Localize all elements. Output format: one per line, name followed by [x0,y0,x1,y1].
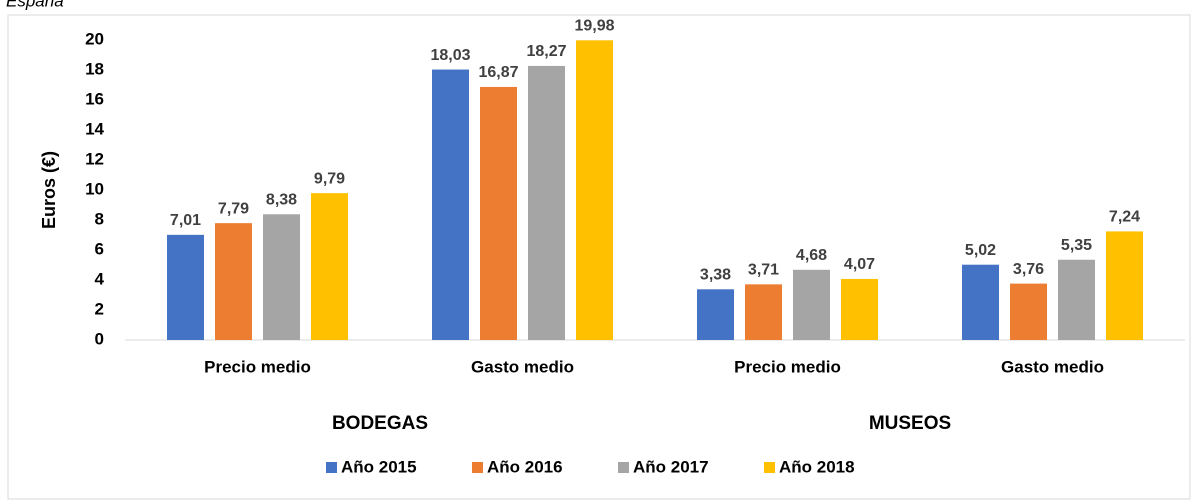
legend-label: Año 2018 [779,457,855,476]
y-tick-label: 8 [95,209,104,228]
bar [528,65,565,340]
bar [1010,283,1047,340]
value-label: 3,76 [1013,261,1044,278]
value-label: 7,24 [1109,209,1140,226]
value-label: 8,38 [266,192,297,209]
value-label: 4,68 [796,247,827,264]
y-axis-label: Euros (€) [39,151,59,229]
value-label: 4,07 [844,256,875,273]
x-tick-label: Precio medio [204,357,311,376]
bar [311,193,348,340]
bar [432,69,469,341]
y-tick-label: 16 [85,89,104,108]
bar [793,269,830,340]
value-label: 18,03 [430,47,470,64]
value-label: 7,01 [170,212,201,229]
legend-label: Año 2017 [633,457,709,476]
bar [745,284,782,340]
y-tick-label: 4 [95,269,105,288]
legend-swatch [326,462,337,473]
y-tick-label: 6 [95,239,104,258]
bar [480,86,517,340]
bar [1106,231,1143,340]
y-tick-label: 18 [85,59,104,78]
value-label: 18,27 [526,43,566,60]
category-group-label: MUSEOS [869,413,951,434]
value-label: 19,98 [574,18,614,35]
bar [962,264,999,340]
value-label: 9,79 [314,170,345,187]
value-label: 3,38 [700,267,731,284]
bar [263,214,300,340]
y-tick-label: 12 [85,149,104,168]
bar [841,278,878,340]
y-tick-label: 14 [85,119,104,138]
legend-label: Año 2016 [487,457,563,476]
value-label: 16,87 [478,64,518,81]
legend-swatch [764,462,775,473]
chart-title: España [6,0,64,10]
category-group-label: BODEGAS [332,413,428,434]
x-tick-label: Precio medio [734,357,841,376]
legend-swatch [618,462,629,473]
bar [167,234,204,340]
legend-swatch [472,462,483,473]
value-label: 3,71 [748,262,779,279]
legend-label: Año 2015 [341,457,417,476]
bar [576,40,613,341]
x-tick-label: Gasto medio [471,357,574,376]
x-tick-label: Gasto medio [1001,357,1104,376]
value-label: 5,35 [1061,237,1092,254]
y-tick-label: 20 [85,29,104,48]
bar [697,289,734,340]
y-tick-label: 10 [85,179,104,198]
y-tick-label: 0 [95,329,104,348]
value-label: 5,02 [965,242,996,259]
y-tick-label: 2 [95,299,104,318]
bar [215,223,252,340]
bar [1058,259,1095,340]
value-label: 7,79 [218,200,249,217]
